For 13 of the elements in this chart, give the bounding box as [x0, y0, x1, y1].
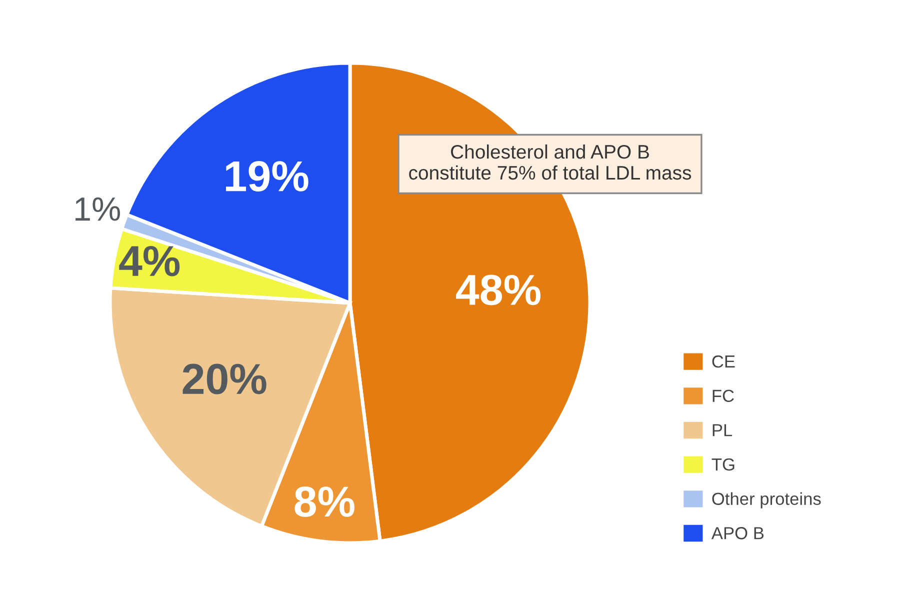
- data-label: 19%: [226, 161, 308, 192]
- legend-label: CE: [712, 355, 735, 368]
- legend-label: FC: [712, 390, 734, 402]
- legend-label: PL: [712, 424, 732, 436]
- legend-label: Other proteins: [712, 492, 821, 508]
- data-label: 48%: [456, 274, 540, 306]
- legend-label: TG: [712, 458, 734, 471]
- data-label: 8%: [294, 486, 354, 517]
- text: Cholesterol and APO B constitute 75% of total LDL mass: [409, 144, 692, 180]
- data-label: 20%: [182, 364, 266, 394]
- data-label: 4%: [119, 246, 180, 276]
- data-label: 1%: [76, 197, 120, 221]
- legend-label: APO B: [711, 527, 764, 540]
